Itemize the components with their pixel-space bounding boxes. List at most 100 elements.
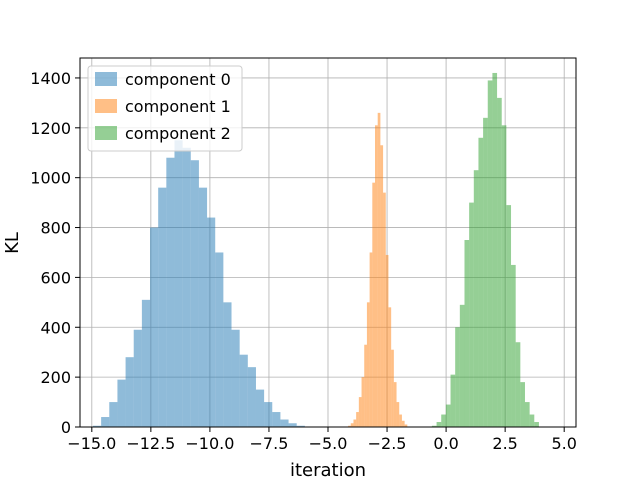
histogram-bar-2 [497,97,502,427]
histogram-bar-1 [369,252,373,427]
y-tick-label: 0 [61,418,71,437]
histogram-bar-2 [520,382,525,427]
histogram-bar-2 [469,202,474,427]
histogram-bar-1 [380,145,384,427]
histogram-bar-1 [358,397,362,427]
histogram-bar-0 [92,425,102,427]
histogram-bar-2 [483,117,488,428]
x-tick-label: 2.5 [492,434,517,453]
histogram-bar-0 [247,367,256,427]
histogram-bar-1 [361,377,365,427]
histogram-bar-1 [375,125,378,427]
histogram-bar-1 [348,425,351,427]
histogram-bar-1 [385,254,389,427]
histogram-bar-1 [393,382,397,427]
y-tick-label: 1200 [30,119,71,138]
histogram-bar-1 [404,424,408,427]
x-tick-label: 0.0 [433,434,458,453]
histogram-bar-0 [182,147,191,427]
histogram-bar-0 [264,402,273,427]
legend-swatch [95,126,117,140]
legend-label: component 0 [125,70,231,89]
histogram-bar-0 [166,157,175,427]
histogram-bar-1 [350,423,354,427]
histogram-bars [92,72,539,428]
legend-label: component 2 [125,124,231,143]
histogram-bar-0 [190,160,199,428]
histogram-bar-2 [529,414,535,427]
histogram-bar-2 [441,414,446,427]
histogram-bar-0 [223,302,232,427]
histogram-bar-1 [391,349,394,427]
x-tick-label: −5.0 [309,434,348,453]
y-axis-label: KL [2,232,23,254]
histogram-bar-1 [401,420,405,427]
histogram-bar-2 [436,422,442,427]
histogram-bar-0 [158,187,167,427]
y-tick-label: 400 [40,318,71,337]
histogram-bar-1 [396,402,400,427]
histogram-bar-1 [364,344,367,427]
histogram-bar-0 [133,329,142,427]
histogram-bar-1 [377,112,381,427]
x-tick-label: −7.5 [250,434,289,453]
histogram-bar-0 [150,227,159,427]
histogram-bar-2 [473,170,479,427]
legend: component 0 component 1 component 2 [87,65,243,152]
y-axis: 0 200 400 600 800 1000 1200 1400 [30,69,80,437]
histogram-bar-2 [492,72,498,427]
histogram-bar-0 [207,217,216,427]
histogram-bar-2 [455,327,460,427]
x-axis: −15.0 −12.5 −10.0 −7.5 −5.0 −2.5 0.0 2.5 5.0 [67,427,577,453]
x-axis-label: iteration [290,460,366,480]
histogram-bar-0 [231,329,240,427]
histogram-bar-2 [524,402,530,427]
histogram-bar-2 [534,422,539,427]
histogram-bar-0 [109,402,118,427]
histogram-bar-2 [478,137,484,427]
histogram-bar-2 [450,374,456,427]
histogram-bar-1 [388,307,392,427]
histogram-bar-1 [372,182,376,427]
histogram-bar-0 [296,425,305,427]
histogram-bar-0 [239,354,248,427]
histogram-bar-1 [356,412,359,427]
x-tick-label: −10.0 [185,434,234,453]
histogram-bar-2 [445,404,451,427]
histogram-bar-0 [174,140,183,427]
histogram-bar-0 [255,389,265,427]
histogram-bar-1 [399,414,402,427]
y-tick-label: 1000 [30,169,71,188]
histogram-bar-1 [383,192,386,427]
legend-swatch [95,99,117,113]
legend-swatch [95,72,117,86]
y-tick-label: 600 [40,268,71,287]
histogram-bar-0 [141,299,151,427]
x-tick-label: 5.0 [551,434,576,453]
histogram-bar-0 [280,419,289,427]
x-tick-label: −15.0 [67,434,116,453]
x-tick-label: −2.5 [368,434,407,453]
histogram-bar-0 [288,423,297,427]
y-tick-label: 1400 [30,69,71,88]
histogram-bar-2 [431,425,437,427]
y-tick-label: 800 [40,219,71,238]
histogram-bar-2 [464,240,470,427]
histogram-bar-0 [117,379,126,427]
histogram-bar-2 [487,80,493,428]
y-tick-label: 200 [40,368,71,387]
histogram-bar-2 [506,205,512,427]
legend-label: component 1 [125,97,231,116]
histogram-bar-0 [215,252,224,427]
histogram-bar-0 [125,357,134,427]
histogram-bar-0 [101,417,110,427]
histogram-bar-0 [198,187,208,427]
histogram-bar-2 [459,304,465,427]
histogram-bar-0 [272,412,281,427]
histogram-bar-1 [353,419,357,427]
x-tick-label: −12.5 [126,434,175,453]
legend-box [87,65,243,152]
histogram-bar-2 [515,342,521,427]
histogram-bar-2 [511,264,516,427]
